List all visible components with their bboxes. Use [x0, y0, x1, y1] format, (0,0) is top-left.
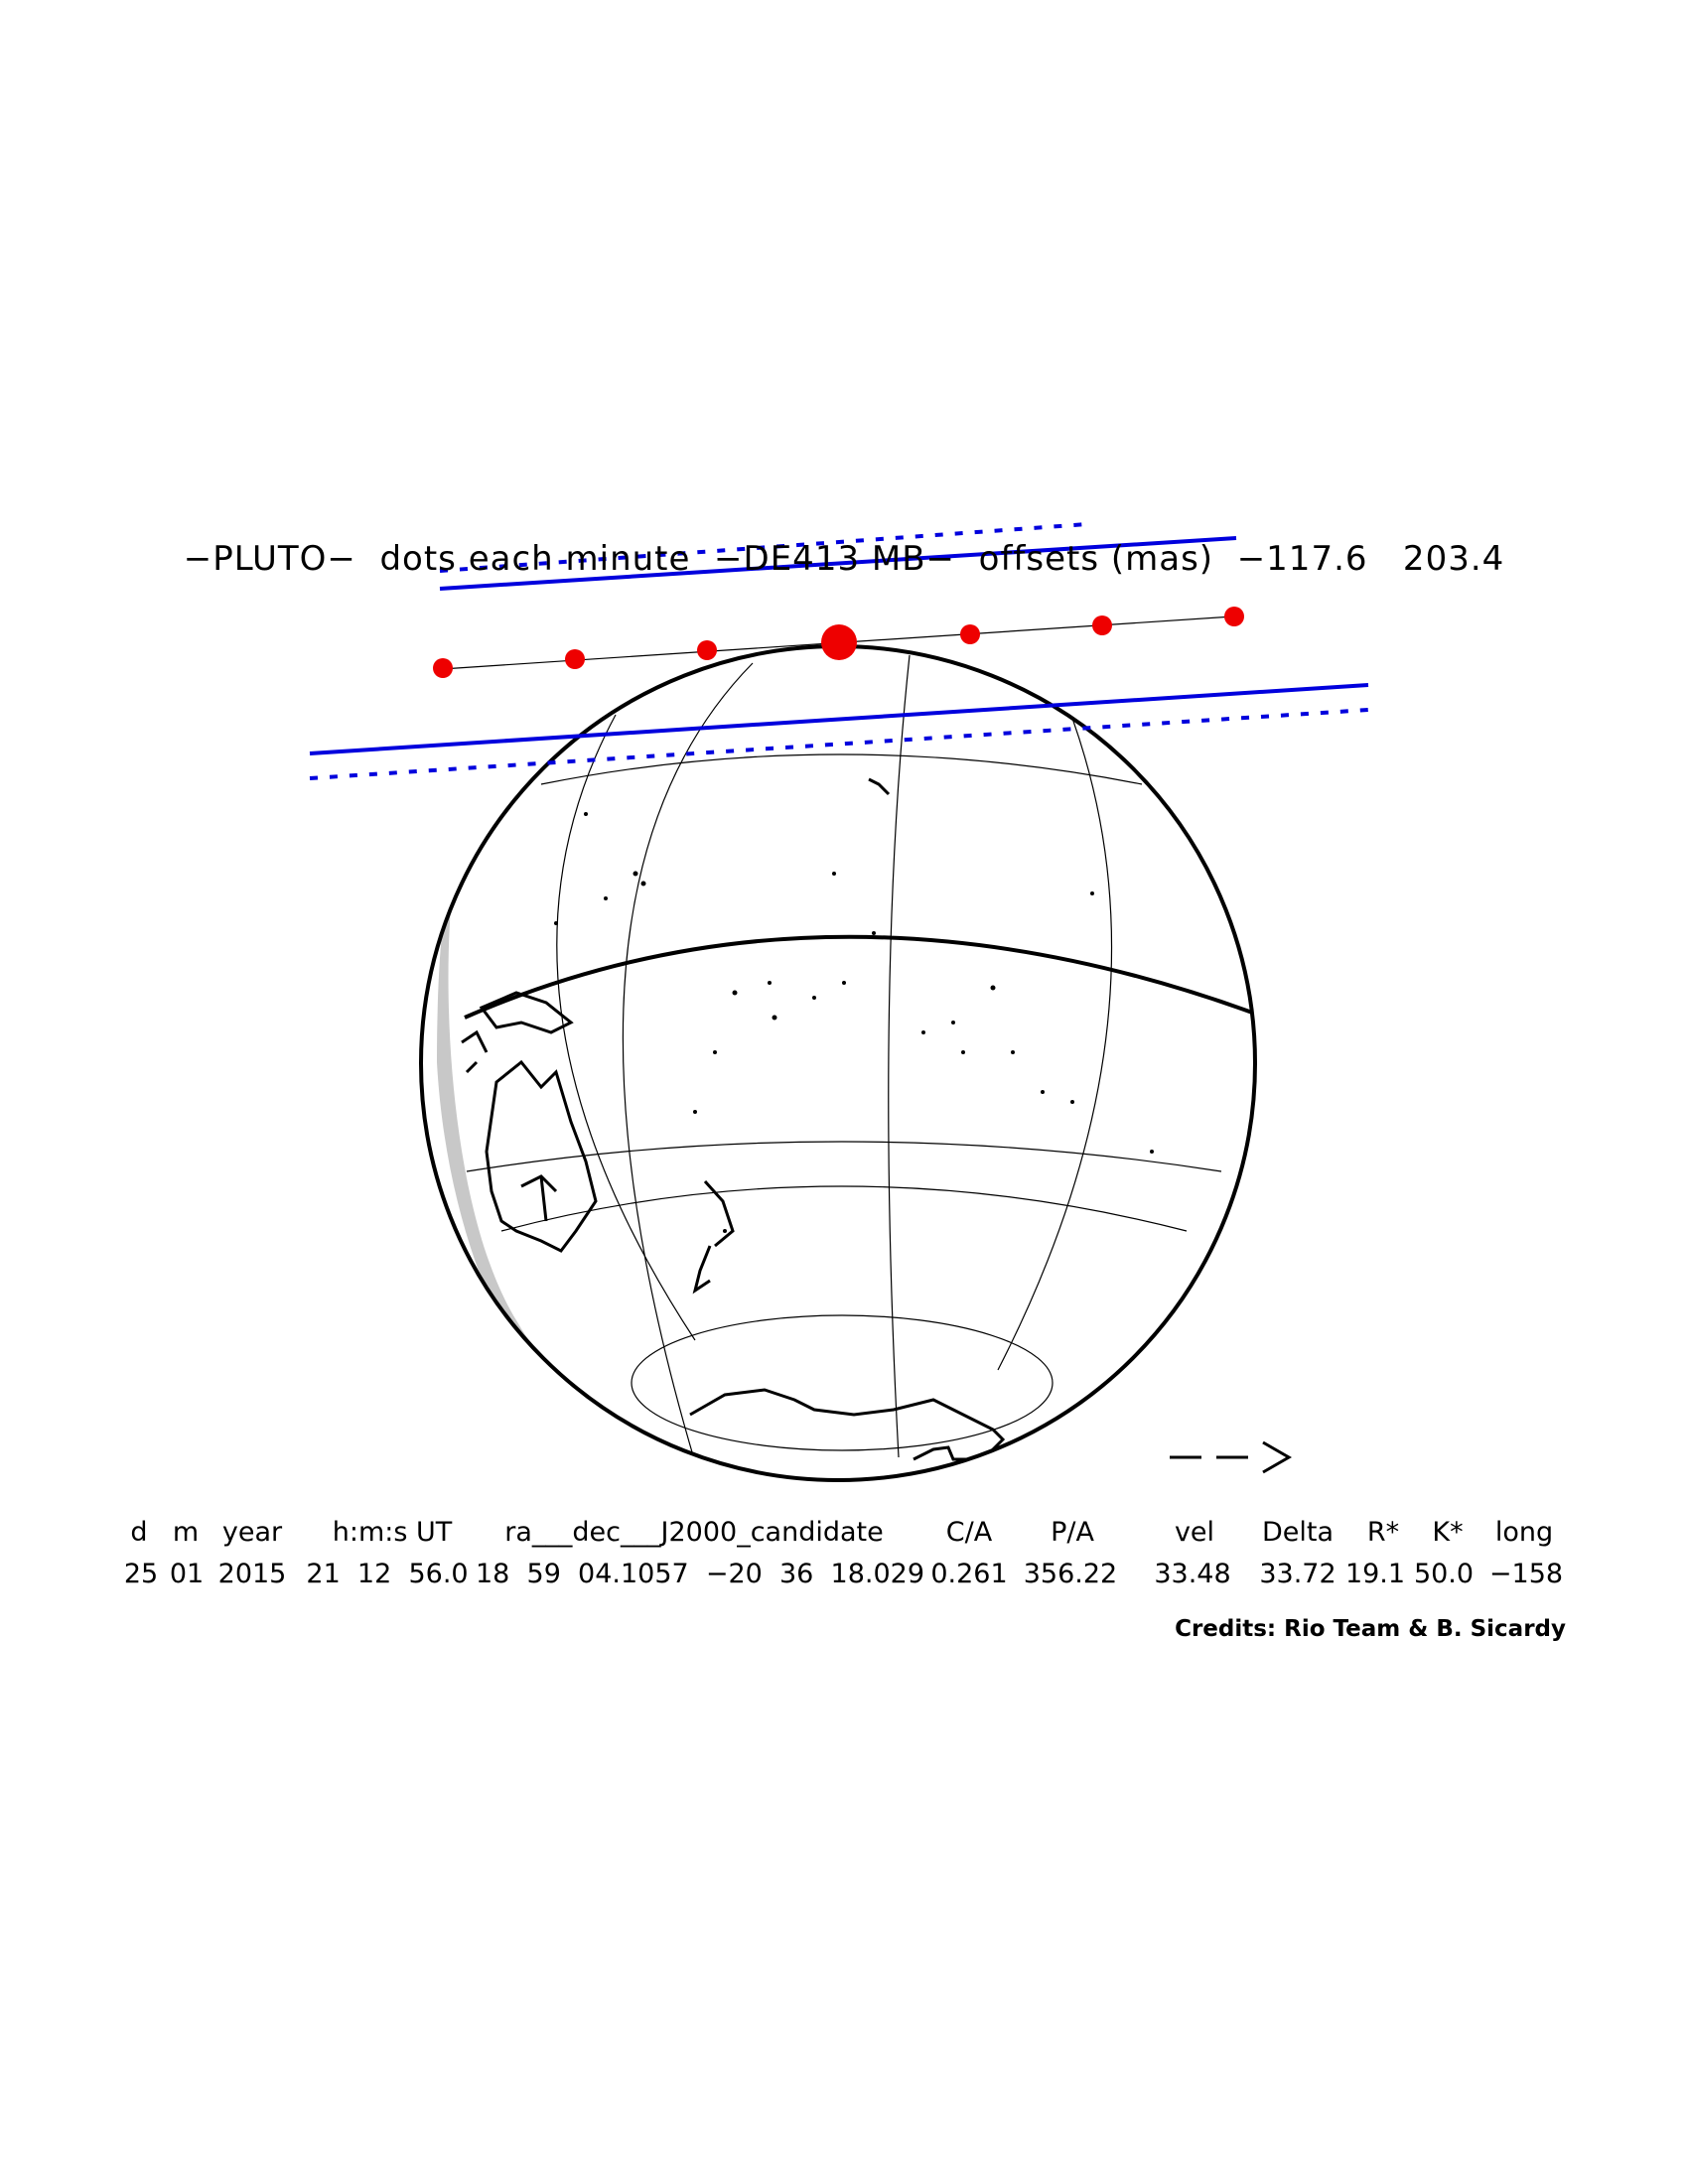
value-rstar: 19.1 — [1344, 1559, 1406, 1589]
minute-dot — [1224, 607, 1244, 626]
value-kstar: 50.0 — [1413, 1559, 1475, 1589]
pacific-islands — [554, 812, 1154, 1233]
value-pa: 356.22 — [1023, 1559, 1118, 1589]
value-coords: 18 59 04.1057 −20 36 18.029 — [476, 1559, 924, 1589]
credits: Credits: Rio Team & B. Sicardy — [1175, 1616, 1566, 1642]
header-m: m — [172, 1517, 200, 1548]
header-pa: P/A — [1051, 1517, 1094, 1548]
night-shade — [437, 814, 635, 1449]
header-delta: Delta — [1261, 1517, 1335, 1548]
value-year: 2015 — [217, 1559, 287, 1589]
equator — [464, 934, 1255, 1024]
header-year: year — [221, 1517, 283, 1548]
value-delta: 33.72 — [1259, 1559, 1336, 1589]
header-long: long — [1494, 1517, 1554, 1548]
header-kstar: K* — [1432, 1517, 1464, 1548]
landmasses — [461, 693, 1255, 1461]
minute-dot — [1092, 615, 1112, 635]
header-coords: ra___dec___J2000_candidate — [504, 1517, 884, 1548]
value-vel: 33.48 — [1154, 1559, 1231, 1589]
shadow-north-uncertainty — [439, 522, 1088, 573]
table-value-row: 25 01 2015 21 12 56.0 18 59 04.1057 −20 … — [0, 1559, 1688, 1594]
graticule — [466, 654, 1222, 1463]
minute-dot — [433, 658, 453, 678]
minute-dot — [960, 624, 980, 644]
header-d: d — [130, 1517, 148, 1548]
value-ca: 0.261 — [930, 1559, 1008, 1589]
minute-dot — [697, 640, 717, 660]
value-long: −158 — [1488, 1559, 1564, 1589]
shadow-north-limit — [439, 536, 1237, 591]
value-d: 25 — [123, 1559, 159, 1589]
header-rstar: R* — [1366, 1517, 1400, 1548]
header-time: h:m:s UT — [332, 1517, 453, 1548]
header-ca: C/A — [945, 1517, 993, 1548]
shadow-south-limit — [309, 683, 1369, 755]
value-m: 01 — [169, 1559, 205, 1589]
map-title: −PLUTO− dots each minute −DE413 MB− offs… — [183, 539, 1505, 579]
minute-dots — [433, 607, 1244, 678]
globe-outline — [419, 644, 1257, 1482]
closest-approach-dot — [821, 624, 857, 660]
minute-dot — [565, 649, 585, 669]
table-header-row: d m year h:m:s UT ra___dec___J2000_candi… — [0, 1517, 1688, 1553]
right-arrow-icon — [1170, 1440, 1293, 1474]
value-time: 21 12 56.0 — [306, 1559, 469, 1589]
header-vel: vel — [1174, 1517, 1215, 1548]
